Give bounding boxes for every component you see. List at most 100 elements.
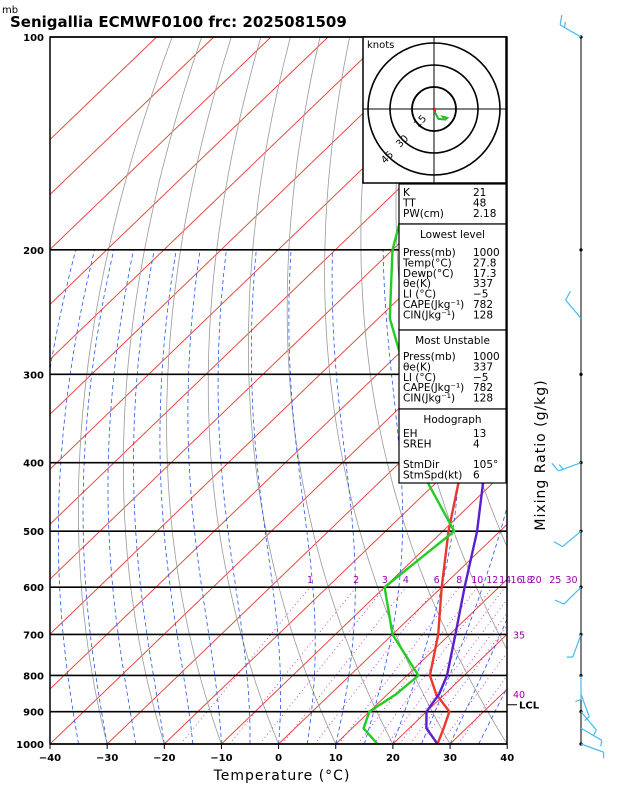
panel-box (398, 223, 507, 331)
panel-key: Press(mb) (403, 247, 456, 259)
x-axis-label: Temperature (°C) (213, 768, 351, 784)
panel-key: LI (°C) (403, 289, 436, 301)
panel-value: 782 (473, 382, 493, 394)
wind-barb-feather (592, 729, 597, 736)
isotherm-line (50, 37, 386, 360)
wind-barb-feather (600, 740, 603, 747)
x-tick-label: −10 (210, 753, 232, 764)
panel-value: 21 (473, 187, 486, 199)
moist-adiabat (133, 249, 165, 744)
mixing-ratio-label: 18 (521, 575, 533, 586)
mixing-ratio-label: 16 (510, 575, 522, 586)
panel-key: θe(K) (403, 361, 431, 373)
panel-header: Lowest level (420, 229, 485, 241)
y-tick-label: 200 (23, 246, 44, 257)
isotherm-line (335, 578, 507, 744)
mixing-ratio-label: 30 (565, 575, 577, 586)
mixing-ratio-line (440, 651, 507, 744)
wind-barb-feather (558, 464, 564, 470)
mixing-ratio-label: 6 (434, 575, 440, 586)
stats-panel: K 21 TT 48 PW(cm) 2.18 Lowest level Press(mb) 10… (398, 183, 507, 484)
panel-key: SREH (403, 438, 432, 450)
panel-key: LI (°C) (403, 372, 436, 384)
x-tick-label: −30 (96, 753, 118, 764)
pressure-unit-label: mb (2, 5, 18, 16)
wind-barb (572, 634, 582, 658)
mixing-ratio-line (409, 612, 507, 744)
wind-barb-column (551, 15, 605, 759)
panel-value: 6 (473, 470, 480, 482)
wind-barb (580, 727, 603, 741)
wind-barb-feather (554, 599, 565, 605)
panel-key: TT (402, 197, 416, 209)
isotherm-line (50, 194, 507, 635)
panel-value: 128 (473, 393, 493, 405)
mixing-ratio-label: 10 (471, 575, 483, 586)
y-tick-label: 700 (23, 630, 44, 641)
mixing-ratio-label: 8 (456, 575, 462, 586)
wind-barb-feather (559, 15, 563, 26)
panel-key: CAPE(Jkg⁻¹) (403, 299, 464, 311)
y-tick-label: 800 (23, 671, 44, 682)
x-tick-label: 10 (329, 753, 343, 764)
moist-adiabat (288, 249, 316, 744)
x-tick-label: 20 (386, 753, 400, 764)
mixing-ratio-line (314, 586, 438, 744)
panel-value: 128 (473, 309, 493, 321)
wind-barb (559, 24, 582, 38)
y-tick-label: 1000 (16, 740, 44, 751)
y-tick-label: 900 (23, 708, 44, 719)
moist-adiabat (187, 249, 222, 744)
panel-value: −5 (473, 289, 488, 301)
moist-adiabat (159, 249, 194, 744)
panel-key: CIN(Jkg⁻¹) (403, 393, 455, 405)
x-tick-label: 30 (443, 753, 457, 764)
isotherm-line (163, 413, 507, 744)
y-axis-ticks: 100 200 300 400 500 600 700 800 900 1000 (16, 33, 44, 751)
dry-adiabat (207, 37, 279, 744)
lcl-label: LCL (519, 701, 540, 712)
hodograph-unit: knots (367, 40, 394, 51)
dry-adiabat (586, 37, 618, 744)
mixing-ratio-axis-label: Mixing Ratio (g/kg) (533, 379, 549, 530)
wind-barb (580, 711, 597, 731)
mixing-ratio-line (357, 586, 478, 744)
panel-header: Most Unstable (415, 335, 490, 347)
panel-value: 1000 (473, 351, 500, 363)
isotherm-line (50, 249, 507, 690)
panel-key: StmSpd(kt) (403, 470, 462, 482)
mixing-ratio-label: 25 (549, 575, 561, 586)
dewpoint-profile (362, 37, 467, 744)
panel-key: StmDir (403, 459, 440, 471)
hodograph-trace-mid (434, 111, 450, 121)
mixing-ratio-label: 1 (307, 575, 313, 586)
chart-title: Senigallia ECMWF0100 frc: 2025081509 (10, 13, 347, 31)
panel-value: 105° (473, 459, 498, 471)
isotherm-label: 35 (513, 630, 525, 641)
isotherm-line (564, 37, 618, 744)
wind-level-dot (579, 372, 583, 376)
panel-value: 337 (473, 278, 493, 290)
moist-adiabat (217, 249, 251, 744)
y-tick-label: 400 (23, 459, 44, 470)
isotherm-line (50, 37, 443, 415)
wind-barb-feather (551, 462, 559, 472)
panel-key: Press(mb) (403, 351, 456, 363)
temperature-profile (428, 307, 507, 744)
mixing-ratio-label: 4 (403, 575, 409, 586)
panel-value: 4 (473, 438, 480, 450)
panel-value: 13 (473, 428, 486, 440)
wind-barb (562, 530, 582, 548)
dry-adiabat (166, 37, 232, 744)
isotherm-line (221, 468, 507, 744)
wind-barb-feather (553, 541, 563, 548)
isotherm-line (278, 523, 507, 744)
mixing-ratio-label: 12 (486, 575, 498, 586)
panel-key: Temp(°C) (402, 257, 452, 269)
panel-box (398, 408, 507, 484)
wind-barb-feather (575, 698, 582, 703)
mixing-ratio-label: 20 (530, 575, 542, 586)
moist-adiabat (331, 249, 356, 744)
